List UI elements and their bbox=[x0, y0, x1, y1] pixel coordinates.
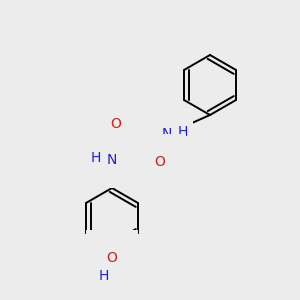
Text: O: O bbox=[154, 155, 165, 169]
Text: N: N bbox=[107, 153, 117, 167]
Text: N: N bbox=[162, 127, 172, 141]
Text: O: O bbox=[111, 117, 122, 131]
Text: H: H bbox=[91, 151, 101, 165]
Text: O: O bbox=[106, 251, 117, 265]
Text: H: H bbox=[99, 269, 109, 283]
Text: H: H bbox=[178, 125, 188, 139]
